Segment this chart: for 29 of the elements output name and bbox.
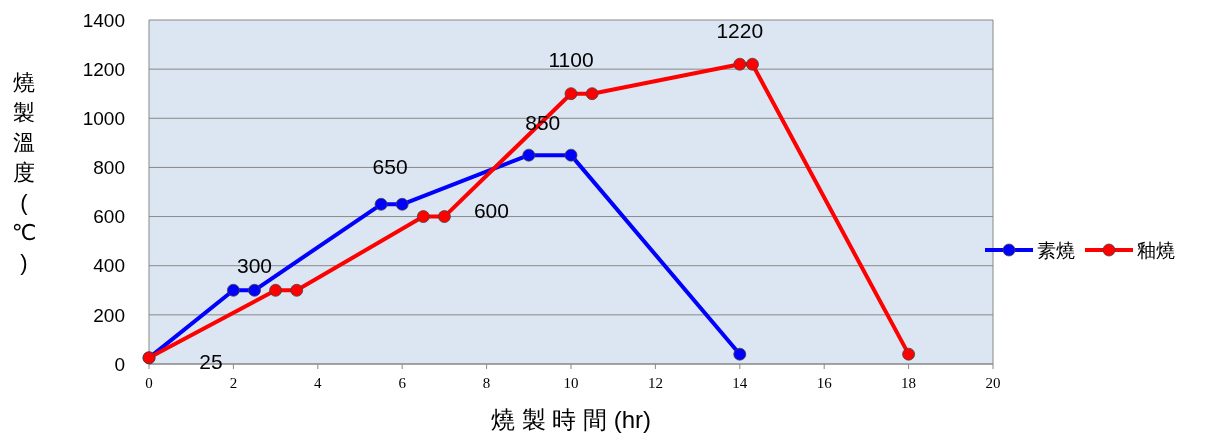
y-tick-label: 600 xyxy=(93,206,125,228)
x-tick-label: 20 xyxy=(985,375,1001,391)
y-tick-label: 1200 xyxy=(82,58,125,80)
x-tick-label: 0 xyxy=(145,375,153,391)
legend-label: 素燒 xyxy=(1037,239,1075,261)
y-tick-label: 0 xyxy=(114,353,125,375)
annotation: 600 xyxy=(473,198,509,222)
x-tick-label: 12 xyxy=(647,375,663,391)
y-axis-title: 燒製溫度(℃) xyxy=(11,70,37,275)
y-tick-label: 200 xyxy=(93,304,125,326)
x-tick-label: 2 xyxy=(229,375,238,391)
y-tick-label: 800 xyxy=(93,157,125,179)
y-tick-label: 1400 xyxy=(82,9,125,31)
legend-label: 釉燒 xyxy=(1137,239,1175,261)
annotation: 300 xyxy=(236,253,273,277)
annotation: 25 xyxy=(199,350,223,374)
x-tick-label: 16 xyxy=(816,375,833,391)
x-tick-label: 4 xyxy=(314,375,323,391)
annotation: 1220 xyxy=(716,18,764,42)
x-tick-label: 18 xyxy=(901,375,917,391)
x-tick-label: 6 xyxy=(398,375,407,391)
x-tick-label: 10 xyxy=(563,375,579,391)
y-tick-label: 1000 xyxy=(82,107,125,129)
x-tick-label: 8 xyxy=(482,375,491,391)
x-axis-title: 燒 製 時 間 (hr) xyxy=(491,406,651,433)
x-tick-label: 14 xyxy=(732,375,748,391)
annotation: 650 xyxy=(372,154,408,178)
y-tick-label: 400 xyxy=(93,255,125,277)
annotation: 1100 xyxy=(548,48,594,72)
